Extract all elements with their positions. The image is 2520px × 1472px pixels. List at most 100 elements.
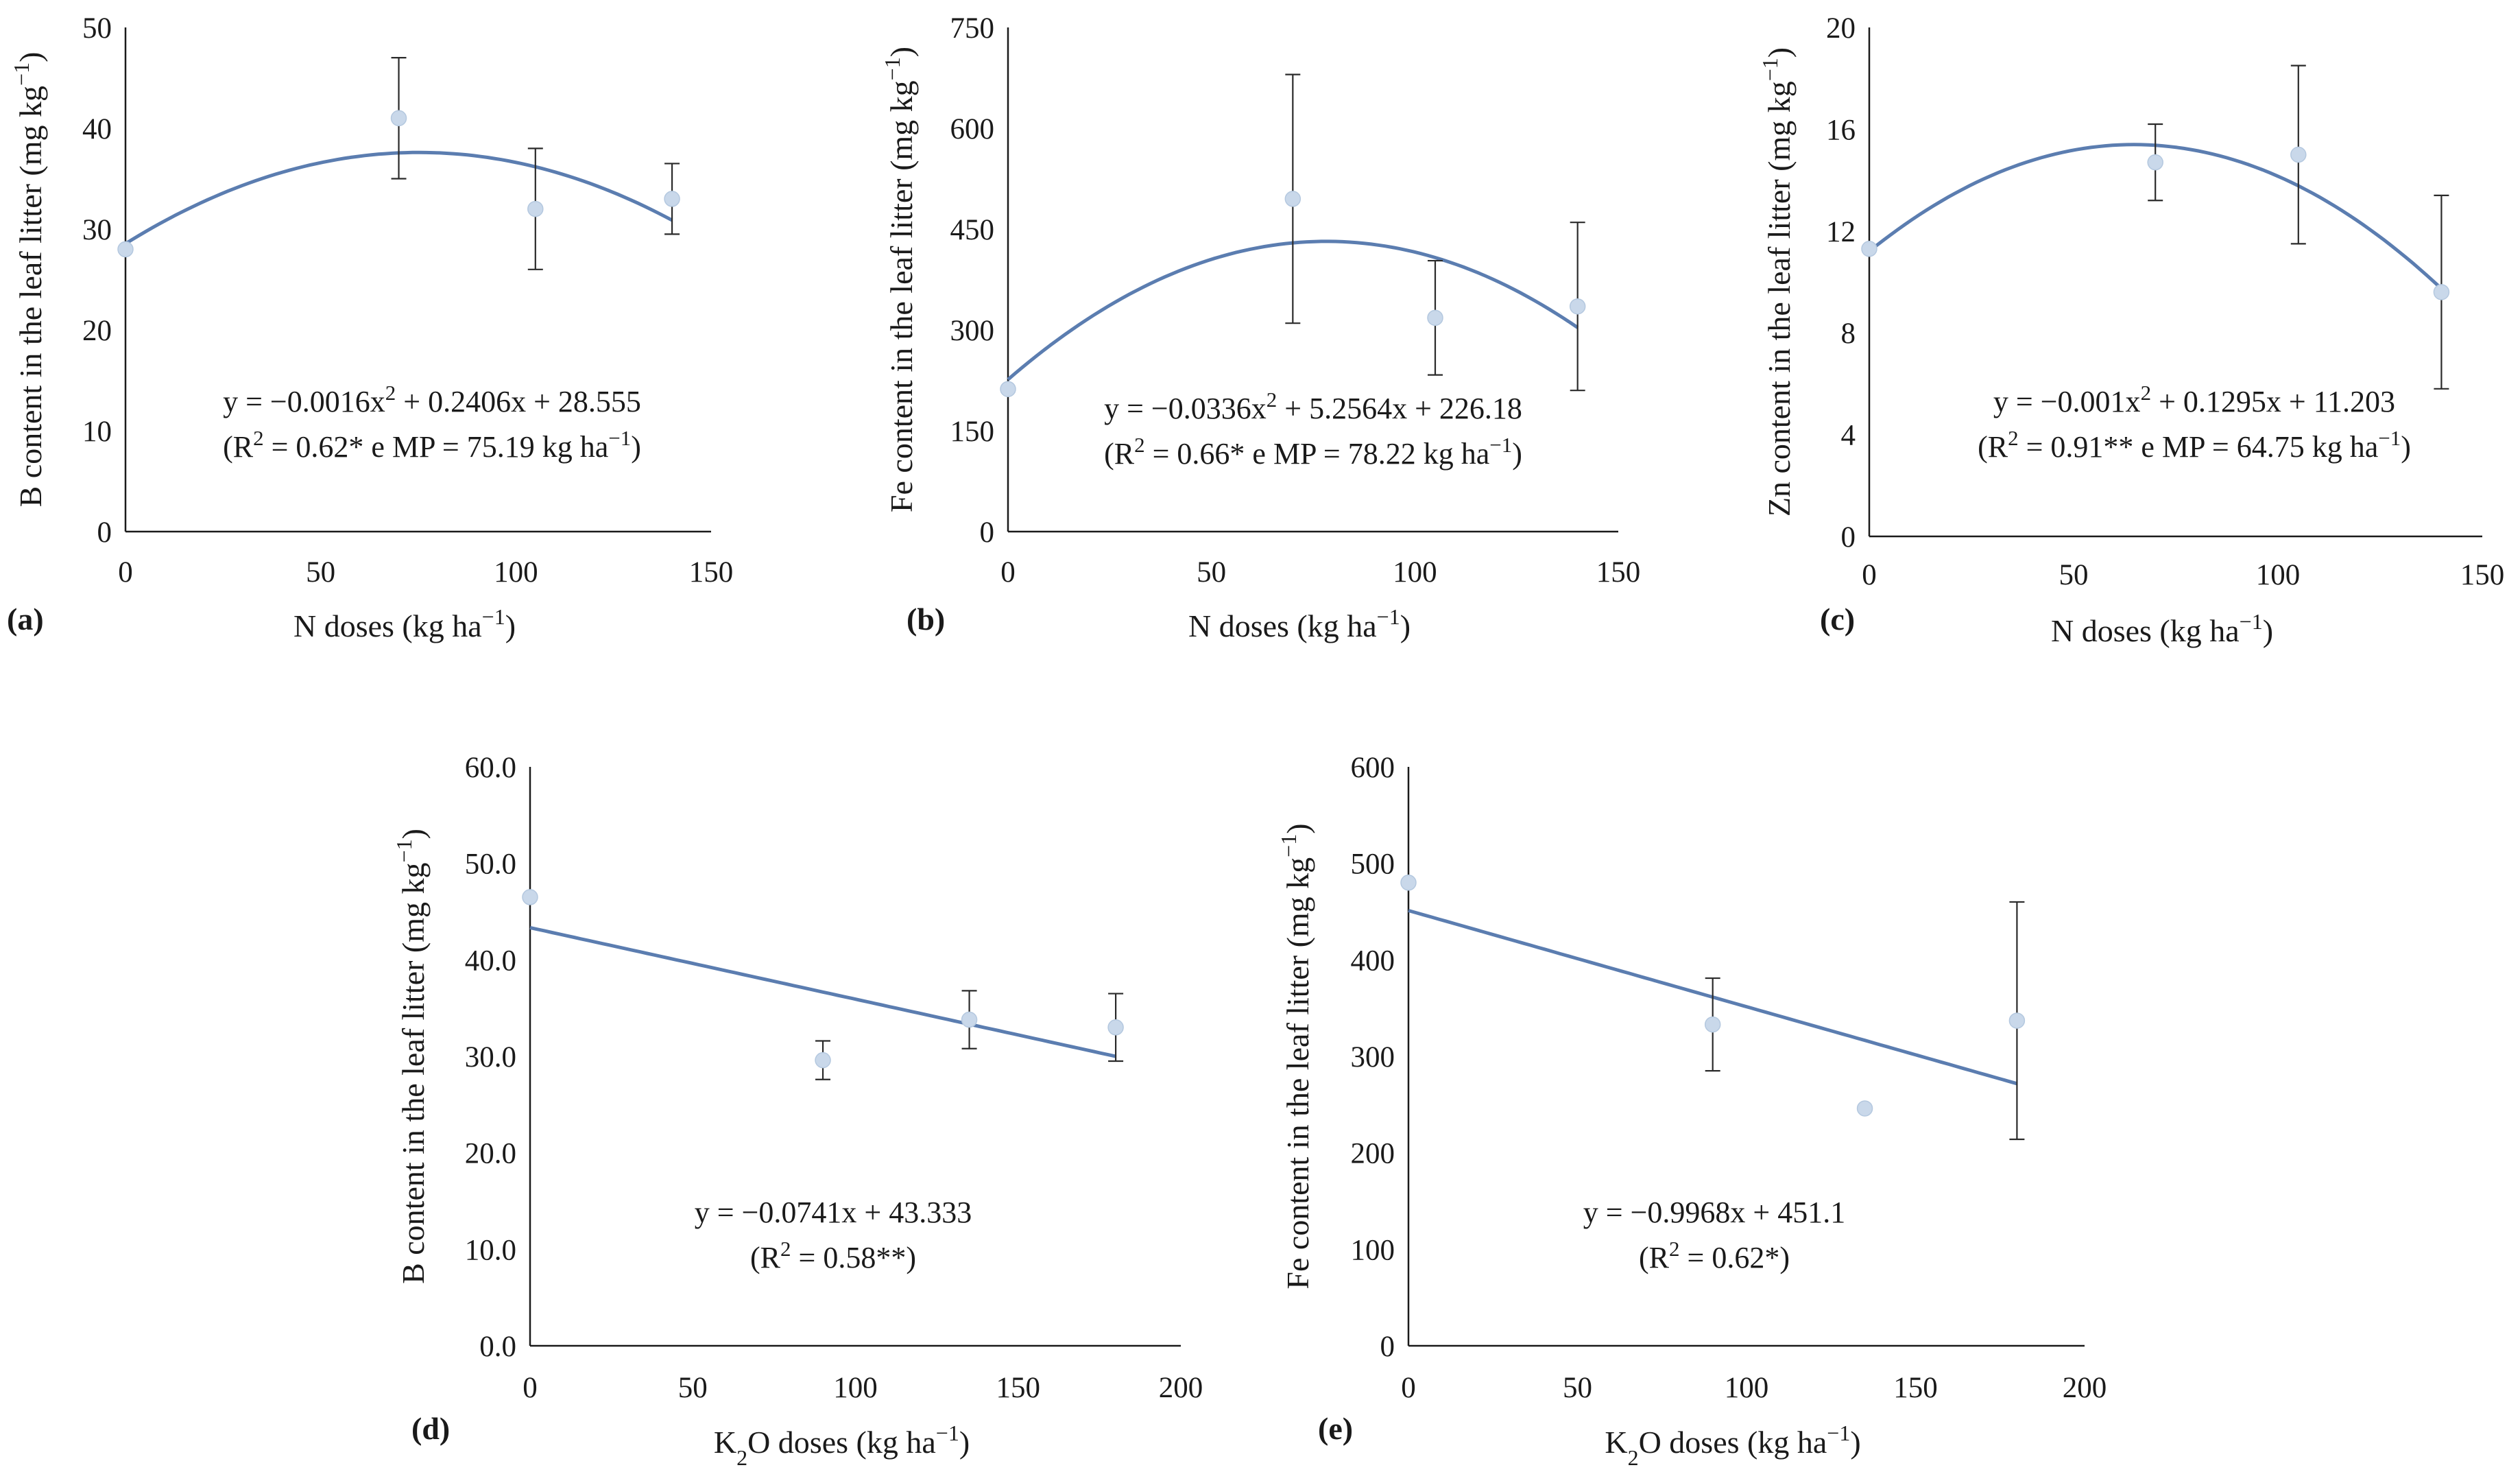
y-tick-label: 16 bbox=[1826, 114, 1856, 146]
x-tick-label: 50 bbox=[678, 1372, 708, 1404]
y-tick-label: 0 bbox=[980, 517, 995, 549]
y-tick-label: 12 bbox=[1826, 216, 1856, 248]
x-axis-label: N doses (kg ha−1) bbox=[2051, 609, 2273, 648]
y-tick-label: 20 bbox=[1826, 12, 1856, 45]
x-tick-label: 50 bbox=[1563, 1372, 1592, 1404]
x-tick-label: 150 bbox=[996, 1372, 1041, 1404]
x-tick-label: 0 bbox=[118, 556, 133, 589]
y-tick-label: 150 bbox=[950, 416, 995, 448]
panel-label: (c) bbox=[1820, 602, 1855, 637]
data-point bbox=[527, 200, 544, 217]
chart-panel-a: 0 10 20 30 40 50 0 50 100 150 N doses (kg ha−1) B c… bbox=[7, 12, 733, 643]
data-point bbox=[815, 1052, 831, 1069]
x-tick-label: 50 bbox=[306, 556, 335, 589]
y-tick-label: 0 bbox=[97, 517, 112, 549]
panel-label: (b) bbox=[907, 602, 945, 637]
data-point bbox=[117, 241, 134, 258]
panel-label: (a) bbox=[7, 602, 44, 637]
panel-label: (e) bbox=[1318, 1411, 1353, 1446]
y-tick-label: 0 bbox=[1841, 521, 1856, 554]
y-tick-label: 10.0 bbox=[465, 1234, 516, 1266]
data-point bbox=[961, 1011, 978, 1028]
regression-curve bbox=[529, 925, 1116, 1058]
regression-stats: (R2 = 0.58**) bbox=[750, 1237, 916, 1275]
x-axis-label: N doses (kg ha−1) bbox=[293, 604, 516, 643]
regression-equation: y = −0.001x2 + 0.1295x + 11.203 bbox=[1993, 381, 2395, 419]
y-tick-label: 8 bbox=[1841, 318, 1856, 350]
y-tick-label: 500 bbox=[1351, 848, 1395, 881]
data-point bbox=[1107, 1019, 1124, 1036]
x-tick-label: 0 bbox=[1401, 1372, 1416, 1404]
y-tick-label: 600 bbox=[950, 113, 995, 145]
x-axis-label: K2O doses (kg ha−1) bbox=[1605, 1421, 1860, 1470]
regression-equation: y = −0.9968x + 451.1 bbox=[1583, 1196, 1845, 1229]
data-point bbox=[1000, 381, 1016, 397]
data-point bbox=[1400, 875, 1417, 891]
data-point bbox=[1427, 309, 1443, 327]
y-tick-label: 600 bbox=[1351, 752, 1395, 784]
y-tick-label: 450 bbox=[950, 214, 995, 246]
chart-panel-c: 0 4 8 12 16 20 0 50 100 150 N doses (kg ha−1) Zn co… bbox=[1757, 12, 2504, 648]
x-tick-label: 100 bbox=[2256, 559, 2301, 591]
data-point bbox=[2008, 1012, 2026, 1029]
x-tick-label: 0 bbox=[1000, 556, 1016, 589]
y-tick-label: 4 bbox=[1841, 420, 1856, 452]
x-tick-label: 100 bbox=[494, 556, 538, 589]
data-point bbox=[1284, 191, 1301, 207]
y-axis-label: Zn content in the leaf litter (mg kg−1) bbox=[1757, 47, 1797, 517]
x-axis-label: K2O doses (kg ha−1) bbox=[714, 1421, 970, 1470]
y-tick-label: 50 bbox=[82, 12, 112, 45]
regression-equation: y = −0.0016x2 + 0.2406x + 28.555 bbox=[223, 381, 641, 419]
data-point bbox=[1569, 298, 1586, 315]
regression-stats: (R2 = 0.62*) bbox=[1639, 1237, 1790, 1275]
y-tick-label: 0.0 bbox=[479, 1331, 516, 1363]
chart-panel-d: 0.0 10.0 20.0 30.0 40.0 50.0 60.0 0 50 100 150 200 K… bbox=[392, 752, 1203, 1470]
panel-label: (d) bbox=[411, 1411, 450, 1446]
x-tick-label: 150 bbox=[2460, 559, 2505, 591]
y-tick-label: 60.0 bbox=[465, 752, 516, 784]
data-point bbox=[664, 191, 680, 207]
data-point bbox=[2433, 284, 2450, 300]
data-point bbox=[1856, 1100, 1873, 1117]
x-tick-label: 150 bbox=[1596, 556, 1641, 589]
y-tick-label: 0 bbox=[1380, 1331, 1395, 1363]
x-tick-label: 200 bbox=[1159, 1372, 1203, 1404]
x-tick-label: 150 bbox=[1893, 1372, 1938, 1404]
chart-panel-b: 0 150 300 450 600 750 0 50 100 150 N doses (kg ha−… bbox=[880, 12, 1640, 643]
y-tick-label: 100 bbox=[1351, 1234, 1395, 1266]
x-tick-label: 200 bbox=[2063, 1372, 2107, 1404]
regression-equation: y = −0.0336x2 + 5.2564x + 226.18 bbox=[1104, 388, 1522, 426]
y-axis-label: Fe content in the leaf litter (mg kg−1) bbox=[1276, 823, 1315, 1289]
x-tick-label: 0 bbox=[523, 1372, 538, 1404]
regression-stats: (R2 = 0.66* e MP = 78.22 kg ha−1) bbox=[1104, 433, 1522, 471]
y-tick-label: 10 bbox=[82, 416, 112, 448]
data-point bbox=[522, 889, 538, 905]
data-point bbox=[390, 110, 407, 127]
x-tick-label: 100 bbox=[1725, 1372, 1769, 1404]
x-tick-label: 150 bbox=[689, 556, 734, 589]
y-tick-label: 300 bbox=[1351, 1041, 1395, 1073]
chart-panel-e: 0 100 200 300 400 500 600 0 50 100 150 200 K2O doses… bbox=[1276, 752, 2107, 1470]
y-tick-label: 30 bbox=[82, 214, 112, 246]
y-tick-label: 20.0 bbox=[465, 1138, 516, 1170]
y-tick-label: 200 bbox=[1351, 1138, 1395, 1170]
regression-equation: y = −0.0741x + 43.333 bbox=[695, 1196, 972, 1229]
y-tick-label: 40 bbox=[82, 113, 112, 145]
y-tick-label: 20 bbox=[82, 315, 112, 347]
data-point bbox=[1861, 241, 1877, 257]
x-tick-label: 100 bbox=[833, 1372, 878, 1404]
y-tick-label: 400 bbox=[1351, 945, 1395, 977]
x-tick-label: 100 bbox=[1393, 556, 1437, 589]
y-axis-label: B content in the leaf litter (mg kg−1) bbox=[9, 52, 48, 508]
x-tick-label: 50 bbox=[2059, 559, 2089, 591]
regression-stats: (R2 = 0.91** e MP = 64.75 kg ha−1) bbox=[1978, 426, 2411, 464]
y-tick-label: 50.0 bbox=[465, 848, 516, 881]
y-axis-label: Fe content in the leaf litter (mg kg−1) bbox=[880, 47, 919, 512]
data-point bbox=[2290, 146, 2307, 163]
data-point bbox=[1704, 1016, 1721, 1033]
regression-stats: (R2 = 0.62* e MP = 75.19 kg ha−1) bbox=[223, 426, 641, 464]
y-tick-label: 30.0 bbox=[465, 1041, 516, 1073]
y-tick-label: 300 bbox=[950, 315, 995, 347]
y-axis-label: B content in the leaf litter (mg kg−1) bbox=[392, 829, 431, 1284]
